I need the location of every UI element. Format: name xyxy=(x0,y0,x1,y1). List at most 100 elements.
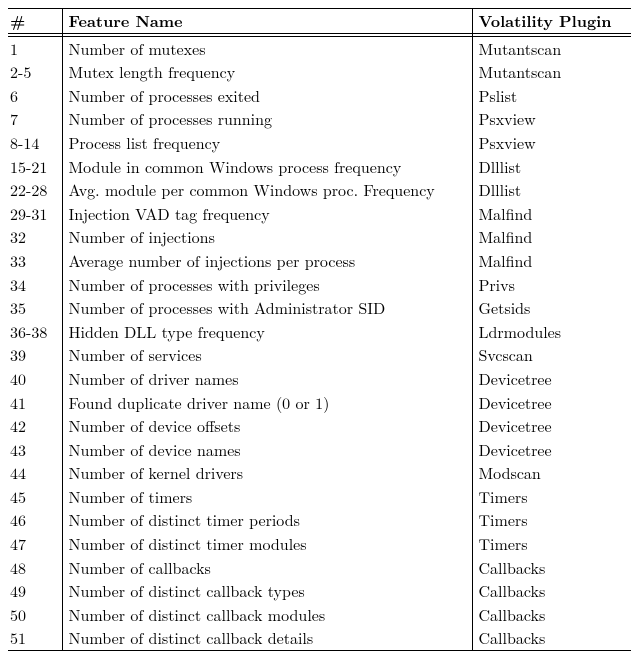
cell-feature-name: Number of timers xyxy=(62,485,472,509)
cell-plugin: Pslist xyxy=(472,84,631,108)
table-row: 36-38Hidden DLL type frequencyLdrmodules xyxy=(8,320,631,344)
table-header-row: # Feature Name Volatility Plugin xyxy=(8,9,631,34)
cell-plugin: Ldrmodules xyxy=(472,320,631,344)
cell-num: 15-21 xyxy=(8,155,62,179)
cell-num: 34 xyxy=(8,273,62,297)
cell-num: 22-28 xyxy=(8,178,62,202)
col-header-plugin: Volatility Plugin xyxy=(472,9,631,34)
table-row: 29-31Injection VAD tag frequencyMalfind xyxy=(8,202,631,226)
cell-num: 1 xyxy=(8,36,62,60)
cell-num: 46 xyxy=(8,508,62,532)
cell-feature-name: Avg. module per common Windows proc. Fre… xyxy=(62,178,472,202)
cell-plugin: Mutantscan xyxy=(472,36,631,60)
cell-feature-name: Number of kernel drivers xyxy=(62,461,472,485)
cell-plugin: Psxview xyxy=(472,107,631,131)
cell-num: 41 xyxy=(8,391,62,415)
cell-num: 35 xyxy=(8,296,62,320)
table-row: 49Number of distinct callback typesCallb… xyxy=(8,579,631,603)
table-row: 39Number of servicesSvcscan xyxy=(8,343,631,367)
cell-plugin: Callbacks xyxy=(472,579,631,603)
cell-num: 32 xyxy=(8,225,62,249)
table-row: 46Number of distinct timer periodsTimers xyxy=(8,508,631,532)
cell-plugin: Dlllist xyxy=(472,155,631,179)
cell-num: 45 xyxy=(8,485,62,509)
cell-plugin: Devicetree xyxy=(472,367,631,391)
table-row: 44Number of kernel driversModscan xyxy=(8,461,631,485)
cell-plugin: Timers xyxy=(472,485,631,509)
table-row: 35Number of processes with Administrator… xyxy=(8,296,631,320)
cell-feature-name: Number of distinct timer modules xyxy=(62,532,472,556)
cell-feature-name: Number of services xyxy=(62,343,472,367)
table-row: 50Number of distinct callback modulesCal… xyxy=(8,603,631,627)
table-row: 8-14Process list frequencyPsxview xyxy=(8,131,631,155)
cell-num: 49 xyxy=(8,579,62,603)
table-row: 42Number of device offsetsDevicetree xyxy=(8,414,631,438)
cell-feature-name: Number of processes running xyxy=(62,107,472,131)
cell-num: 6 xyxy=(8,84,62,108)
cell-feature-name: Number of distinct callback modules xyxy=(62,603,472,627)
table-row: 47Number of distinct timer modulesTimers xyxy=(8,532,631,556)
cell-feature-name: Number of device offsets xyxy=(62,414,472,438)
cell-plugin: Privs xyxy=(472,273,631,297)
cell-plugin: Callbacks xyxy=(472,626,631,650)
cell-feature-name: Mutex length frequency xyxy=(62,60,472,84)
cell-num: 43 xyxy=(8,438,62,462)
cell-num: 2-5 xyxy=(8,60,62,84)
cell-feature-name: Average number of injections per process xyxy=(62,249,472,273)
table-row: 51Number of distinct callback detailsCal… xyxy=(8,626,631,650)
table-row: 15-21Module in common Windows process fr… xyxy=(8,155,631,179)
table-row: 32Number of injectionsMalfind xyxy=(8,225,631,249)
table-row: 1Number of mutexesMutantscan xyxy=(8,36,631,60)
cell-plugin: Dlllist xyxy=(472,178,631,202)
table-row: 33Average number of injections per proce… xyxy=(8,249,631,273)
cell-feature-name: Number of mutexes xyxy=(62,36,472,60)
cell-plugin: Callbacks xyxy=(472,603,631,627)
cell-num: 36-38 xyxy=(8,320,62,344)
cell-plugin: Getsids xyxy=(472,296,631,320)
table-row: 48Number of callbacksCallbacks xyxy=(8,556,631,580)
cell-num: 50 xyxy=(8,603,62,627)
table-row: 40Number of driver namesDevicetree xyxy=(8,367,631,391)
cell-num: 51 xyxy=(8,626,62,650)
cell-plugin: Devicetree xyxy=(472,391,631,415)
cell-feature-name: Number of device names xyxy=(62,438,472,462)
table-row: 43Number of device namesDevicetree xyxy=(8,438,631,462)
cell-plugin: Devicetree xyxy=(472,414,631,438)
table-row: 34Number of processes with privilegesPri… xyxy=(8,273,631,297)
cell-plugin: Psxview xyxy=(472,131,631,155)
cell-feature-name: Injection VAD tag frequency xyxy=(62,202,472,226)
cell-feature-name: Number of processes with privileges xyxy=(62,273,472,297)
features-table: # Feature Name Volatility Plugin 1Number… xyxy=(8,8,631,651)
cell-num: 42 xyxy=(8,414,62,438)
cell-feature-name: Number of distinct callback types xyxy=(62,579,472,603)
cell-feature-name: Number of injections xyxy=(62,225,472,249)
cell-feature-name: Number of driver names xyxy=(62,367,472,391)
cell-num: 39 xyxy=(8,343,62,367)
table-row: 6Number of processes exitedPslist xyxy=(8,84,631,108)
cell-plugin: Malfind xyxy=(472,225,631,249)
col-header-name: Feature Name xyxy=(62,9,472,34)
cell-num: 33 xyxy=(8,249,62,273)
cell-num: 7 xyxy=(8,107,62,131)
cell-feature-name: Found duplicate driver name (0 or 1) xyxy=(62,391,472,415)
table-row: 7Number of processes runningPsxview xyxy=(8,107,631,131)
cell-feature-name: Number of callbacks xyxy=(62,556,472,580)
cell-feature-name: Number of distinct callback details xyxy=(62,626,472,650)
cell-feature-name: Number of processes with Administrator S… xyxy=(62,296,472,320)
cell-plugin: Devicetree xyxy=(472,438,631,462)
table-row: 45Number of timersTimers xyxy=(8,485,631,509)
col-header-num: # xyxy=(8,9,62,34)
cell-plugin: Timers xyxy=(472,508,631,532)
cell-plugin: Modscan xyxy=(472,461,631,485)
table-row: 22-28Avg. module per common Windows proc… xyxy=(8,178,631,202)
cell-num: 8-14 xyxy=(8,131,62,155)
cell-feature-name: Process list frequency xyxy=(62,131,472,155)
cell-plugin: Mutantscan xyxy=(472,60,631,84)
cell-plugin: Callbacks xyxy=(472,556,631,580)
cell-num: 29-31 xyxy=(8,202,62,226)
cell-feature-name: Hidden DLL type frequency xyxy=(62,320,472,344)
table-row: 2-5Mutex length frequencyMutantscan xyxy=(8,60,631,84)
table-row: 41Found duplicate driver name (0 or 1)De… xyxy=(8,391,631,415)
cell-num: 47 xyxy=(8,532,62,556)
cell-plugin: Svcscan xyxy=(472,343,631,367)
